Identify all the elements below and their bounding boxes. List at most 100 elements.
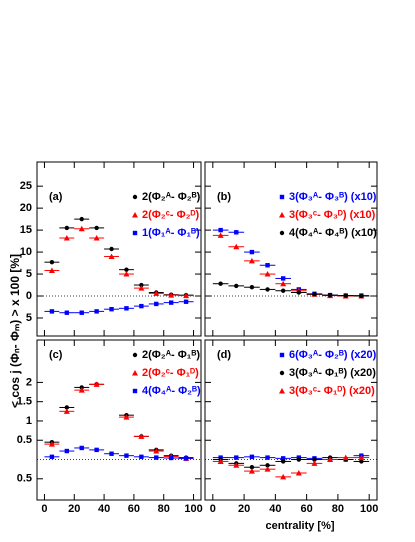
x-tick-label: 40 [98,503,110,515]
point [265,455,270,460]
point [233,462,240,468]
point [93,235,100,241]
point [153,290,160,296]
point [64,448,70,454]
point [109,246,114,252]
plot-frame [36,339,202,501]
y-tick-label: 25 [20,180,32,192]
panel-label: (a) [49,191,63,203]
point [265,263,270,268]
point [358,454,365,461]
legend-label: 1(Φ₁ᴬ- Φ₁ᴮ) [142,227,200,239]
legend-label: 3(Φ₃ᶜ- Φ₃ᴰ) (x10) [289,209,376,221]
point [233,243,240,250]
point [154,455,159,460]
x-axis-label: centrality [%] [265,520,334,532]
legend-label: 3(Φ₃ᴬ- Φ₃ᴮ) (x10) [289,191,377,203]
point [265,463,270,468]
point [359,293,364,299]
point [78,225,85,232]
point [183,292,190,299]
point [123,414,130,420]
point [139,282,144,288]
point [48,441,55,447]
point [78,387,85,393]
point [64,310,70,315]
y-tick-label: 0.5 [17,473,32,485]
point [312,457,317,462]
point [264,466,271,472]
point [139,454,144,460]
point [279,212,285,218]
point [183,299,189,304]
point [295,470,302,476]
point [138,433,145,439]
point [79,216,84,222]
y-axis-label: < cos j (Φₙ- Φₘ) > x 100 [%] [8,254,22,408]
y-tick-label: 1.5 [17,396,32,408]
point [123,271,130,277]
point [327,456,334,463]
point [79,310,84,315]
point [64,405,70,410]
plot-frame [204,339,378,501]
point [183,456,189,461]
x-tick-label: 0 [210,503,216,515]
point [154,301,159,307]
point [108,253,115,259]
point [132,212,138,218]
point [249,454,255,460]
x-tick-label: 80 [332,503,344,515]
point [234,230,239,235]
x-tick-label: 40 [269,503,281,515]
point [124,306,129,311]
x-tick-label: 100 [360,503,378,515]
y-tick-label: 15 [20,224,32,236]
y-tick-label: 5 [26,312,32,324]
point [49,454,55,460]
point [63,235,70,241]
point [279,370,285,376]
point [234,283,239,289]
x-tick-label: 80 [158,503,170,515]
point [94,225,99,231]
point [249,285,255,290]
point [94,309,99,314]
point [265,287,270,292]
y-tick-label: 0 [26,290,32,302]
point [124,453,129,458]
point [280,473,287,480]
point [48,267,55,274]
point [138,285,145,291]
x-tick-label: 60 [301,503,313,515]
point [296,290,302,295]
point [49,309,55,314]
point [296,457,302,462]
point [132,388,138,394]
legend-label: 4(Φ₄ᴬ- Φ₂ᴮ) [142,385,201,397]
point [109,306,114,312]
point [249,249,255,255]
point [279,352,285,358]
point [280,288,286,293]
plot-frame [36,161,202,337]
point [94,447,99,453]
point [342,454,349,461]
x-tick-label: 100 [184,503,202,515]
point [124,267,129,272]
point [49,259,55,265]
point [168,455,174,461]
y-tick-label: 0.5 [17,434,32,446]
legend-label: 2(Φ₂ᶜ- Φ₁ᴰ) [142,367,199,379]
legend-label: 6(Φ₃ᴬ- Φ₂ᴮ) (x20) [289,349,377,361]
point [248,468,255,474]
x-tick-label: 60 [128,503,140,515]
panel-label: (b) [217,191,231,203]
point [311,460,318,466]
point [264,271,271,277]
panel-label: (c) [49,349,63,361]
point [249,465,255,470]
point [312,292,317,297]
point [218,281,223,286]
